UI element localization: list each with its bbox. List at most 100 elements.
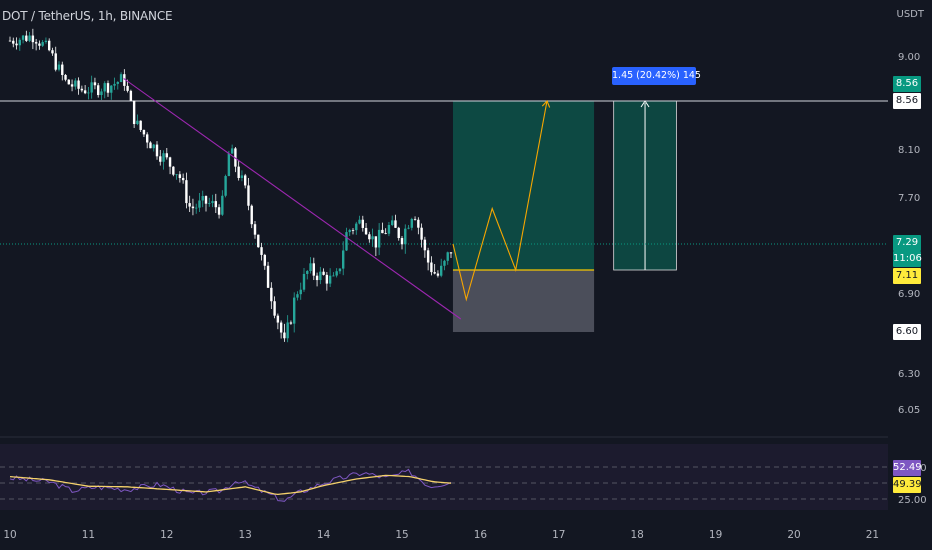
candle-body (77, 80, 80, 89)
candle-body (83, 90, 87, 94)
time-tick-label: 18 (631, 529, 644, 541)
candle-body (70, 84, 74, 87)
candle-body (136, 120, 139, 125)
candle-body (149, 142, 152, 149)
rsi-pane (0, 444, 888, 510)
candle-body (64, 74, 67, 80)
candle-body (34, 42, 38, 44)
candle-body (106, 83, 110, 93)
entry-price-label: 7.11 (893, 268, 921, 284)
time-tick-label: 19 (709, 529, 722, 541)
candle-body (100, 91, 103, 96)
candle-body (319, 271, 322, 281)
candle-body (345, 232, 348, 251)
candle-body (358, 219, 361, 224)
candle-body (214, 201, 217, 208)
candle-body (129, 90, 133, 101)
candle-body (221, 195, 224, 215)
candle-body (188, 203, 191, 207)
candle-body (387, 224, 391, 234)
rsi-value-label: 52.49 (893, 460, 922, 476)
candle-body (74, 80, 77, 87)
candle-body (283, 332, 286, 339)
candle-body (227, 153, 231, 177)
candle-body (123, 74, 126, 86)
candle-body (162, 153, 165, 162)
candle-body (371, 236, 374, 240)
candle-body (247, 185, 250, 206)
candle-body (93, 82, 97, 86)
time-tick-label: 13 (239, 529, 252, 541)
candle-body (443, 260, 446, 266)
time-tick-label: 20 (787, 529, 800, 541)
candle-body (41, 42, 44, 46)
candle-body (407, 227, 410, 229)
candle-body (332, 275, 335, 277)
time-tick-label: 11 (82, 529, 95, 541)
candle-body (38, 43, 41, 46)
profit-zone (452, 101, 595, 270)
time-tick-label: 15 (395, 529, 408, 541)
candle-body (348, 230, 351, 233)
candle-body (368, 234, 371, 240)
currency-label: USDT (896, 9, 924, 20)
candle-body (97, 85, 100, 96)
candle-body (377, 229, 381, 248)
symbol-title: DOT / TetherUS, 1h, BINANCE (2, 9, 173, 23)
candle-body (54, 53, 57, 70)
candle-body (146, 134, 149, 143)
candle-body (211, 201, 214, 204)
candle-body (172, 166, 175, 175)
candle-body (198, 200, 201, 208)
candle-body (430, 262, 433, 273)
measure-label: 1.45 (20.42%) 145 (612, 67, 701, 85)
candle-body (279, 322, 283, 333)
candle-body (113, 83, 116, 86)
rsi-tick-label: 25.00 (898, 495, 927, 506)
rsi-ma-value-label: 49.39 (893, 477, 922, 493)
stop-price-label: 6.60 (893, 324, 921, 340)
candle-body (394, 220, 397, 228)
candle-body (440, 265, 443, 276)
candle-body (90, 82, 93, 93)
candle-body (204, 196, 208, 204)
candle-body (413, 218, 417, 220)
candle-body (103, 83, 106, 92)
candle-body (436, 273, 440, 276)
candle-body (263, 254, 266, 266)
candle-body (185, 180, 188, 204)
candle-body (126, 85, 129, 91)
candle-body (391, 220, 394, 225)
candle-body (51, 50, 54, 54)
candle-body (217, 207, 221, 215)
candle-body (433, 272, 436, 274)
candle-body (230, 148, 234, 154)
candle-body (328, 275, 332, 284)
candle-body (322, 271, 325, 275)
candle-body (384, 233, 387, 234)
candle-body (175, 174, 178, 176)
candle-body (309, 263, 312, 272)
candle-body (168, 157, 172, 167)
candle-body (237, 166, 240, 178)
candle-body (270, 287, 273, 302)
candle-body (8, 40, 12, 42)
candle-body (404, 228, 407, 245)
candle-body (374, 236, 378, 248)
candle-body (351, 230, 355, 231)
price-tick-label: 6.05 (898, 405, 920, 416)
candle-body (201, 196, 204, 201)
time-tick-label: 17 (552, 529, 565, 541)
candle-body (302, 273, 306, 290)
candle-body (335, 271, 338, 276)
candle-body (132, 100, 136, 125)
candle-body (142, 129, 146, 135)
candle-body (67, 79, 70, 85)
candle-body (325, 274, 329, 284)
candle-body (364, 227, 368, 235)
price-tick-label: 9.00 (898, 52, 920, 63)
candle-body (446, 252, 449, 261)
candle-body (449, 252, 453, 254)
projection-path (452, 100, 548, 302)
